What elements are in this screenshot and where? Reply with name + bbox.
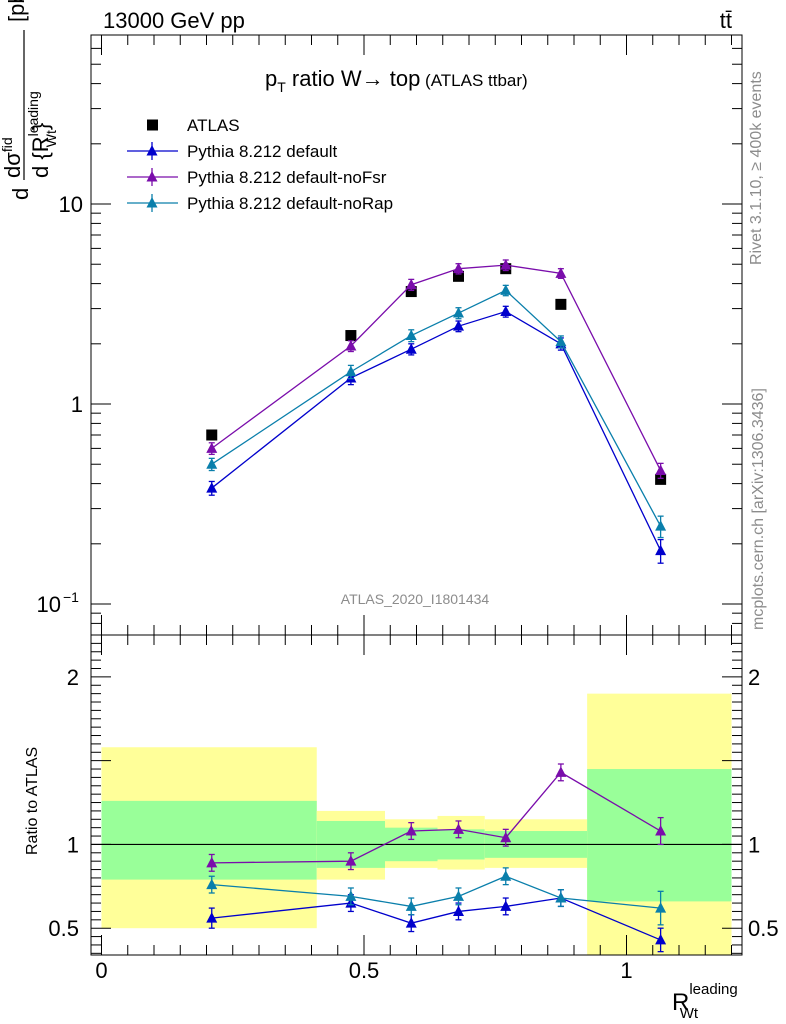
- ratio-series-2: [206, 867, 667, 926]
- main-data-point: [453, 270, 464, 282]
- ratio-data-marks: [91, 693, 742, 955]
- ratio-x-tick-label: 1: [620, 958, 632, 983]
- ratio-panel: 0 0.5 1 0.5 0.5 1 1 2 2 Ratio to ATLAS Rleading W…: [24, 634, 779, 1022]
- main-data-point: [206, 429, 218, 441]
- x-axis-label: Rleading Wt: [672, 981, 738, 1022]
- legend: ATLAS Pythia 8.212 default Pythia 8.212 de…: [127, 116, 393, 213]
- main-data-point: [655, 520, 667, 531]
- legend-marker: [146, 197, 158, 208]
- legend-marker: [147, 119, 158, 131]
- legend-entry-label: Pythia 8.212 default-noFsr: [187, 168, 387, 187]
- ratio-data-point: [453, 823, 464, 834]
- ratio-data-point: [345, 890, 357, 901]
- main-chart-title: pT ratio W→ top (ATLAS ttbar): [265, 66, 528, 95]
- main-data-point: [345, 365, 357, 377]
- ratio-data-point: [655, 825, 667, 836]
- energy-label: 13000 GeV pp: [103, 8, 245, 33]
- main-data-point: [500, 284, 512, 295]
- ratio-axis-ticks: 0 0.5 1 0.5 0.5 1 1 2 2: [48, 634, 779, 983]
- main-data-point: [206, 482, 218, 493]
- ratio-data-point: [655, 902, 667, 913]
- main-data-point: [555, 335, 567, 347]
- ratio-data-point: [500, 831, 512, 843]
- svg-text:dσfid: dσfid: [0, 137, 25, 178]
- main-data-point: [206, 458, 218, 469]
- main-data-point: [655, 473, 667, 485]
- uncertainty-band-green: [101, 800, 317, 880]
- ratio-data-point: [405, 917, 417, 928]
- ratio-y-tick-label-right: 2: [748, 665, 760, 690]
- main-series-line: [211, 310, 662, 551]
- ratio-y-tick-label-left: 1: [67, 832, 79, 857]
- legend-marker: [146, 145, 158, 156]
- ratio-data-point: [500, 900, 512, 911]
- main-data-point: [405, 343, 417, 354]
- main-series-0: [206, 263, 667, 485]
- svg-text:d {RleadingWt}: d {RleadingWt}: [25, 91, 59, 178]
- ratio-x-tick-label: 0: [95, 958, 107, 983]
- main-data-point: [345, 340, 357, 351]
- main-data-marks: [206, 259, 667, 564]
- ratio-data-point: [500, 870, 512, 881]
- ratio-y-axis-label: Ratio to ATLAS: [24, 747, 41, 855]
- ratio-x-tick-label: 0.5: [349, 958, 380, 983]
- ratio-data-point: [655, 933, 667, 945]
- main-data-point: [405, 329, 417, 341]
- ratio-data-point: [555, 892, 567, 903]
- main-data-point: [655, 544, 667, 556]
- main-y-tick-label: 1: [71, 392, 83, 417]
- main-data-point: [345, 330, 357, 342]
- main-data-point: [453, 262, 464, 274]
- ratio-data-point: [206, 912, 218, 923]
- main-data-point: [555, 298, 567, 310]
- main-series-2: [206, 259, 667, 479]
- ratio-data-point: [453, 890, 464, 901]
- analysis-label: ATLAS_2020_I1801434: [341, 591, 490, 607]
- legend-marker: [146, 171, 158, 182]
- main-series-line: [211, 289, 662, 527]
- main-y-tick-label: 10: [59, 192, 83, 217]
- ratio-y-tick-label-right: 1: [748, 832, 760, 857]
- main-y-tick-exponent: −1: [63, 589, 79, 605]
- main-data-point: [453, 320, 464, 331]
- main-data-point: [453, 307, 464, 318]
- ratio-data-point: [453, 905, 464, 916]
- mcplots-label: mcplots.cern.ch [arXiv:1306.3436]: [750, 388, 767, 630]
- main-series-3: [206, 284, 667, 539]
- process-label: tt̄: [720, 8, 732, 33]
- legend-entry-label: Pythia 8.212 default-noRap: [187, 194, 393, 213]
- main-data-point: [655, 464, 667, 476]
- ratio-y-tick-label-left: 2: [67, 665, 79, 690]
- main-data-point: [500, 259, 512, 270]
- legend-entry-label: ATLAS: [187, 116, 240, 135]
- ratio-y-tick-label-right: 0.5: [748, 916, 779, 941]
- main-data-point: [500, 305, 512, 317]
- svg-text:[pb]: [pb]: [4, 0, 29, 22]
- main-series-line: [211, 264, 662, 471]
- ratio-data-point: [405, 825, 417, 836]
- ratio-data-point: [405, 900, 417, 911]
- ratio-data-point: [206, 856, 218, 868]
- main-data-point: [206, 442, 218, 453]
- ratio-data-point: [555, 766, 567, 777]
- main-data-point: [405, 286, 417, 298]
- main-data-point: [405, 278, 417, 290]
- main-data-point: [555, 267, 567, 278]
- main-y-axis-label: d dσfid d {RleadingWt} [pb]: [0, 0, 59, 200]
- main-y-tick-label: 10: [37, 592, 61, 617]
- rivet-label: Rivet 3.1.10, ≥ 400k events: [748, 71, 765, 265]
- ratio-y-tick-label-left: 0.5: [48, 916, 79, 941]
- ratio-data-point: [206, 878, 218, 890]
- legend-entry-label: Pythia 8.212 default: [187, 142, 338, 161]
- ratio-data-point: [345, 855, 357, 866]
- ratio-series-1: [206, 763, 667, 872]
- svg-text:d: d: [8, 188, 33, 200]
